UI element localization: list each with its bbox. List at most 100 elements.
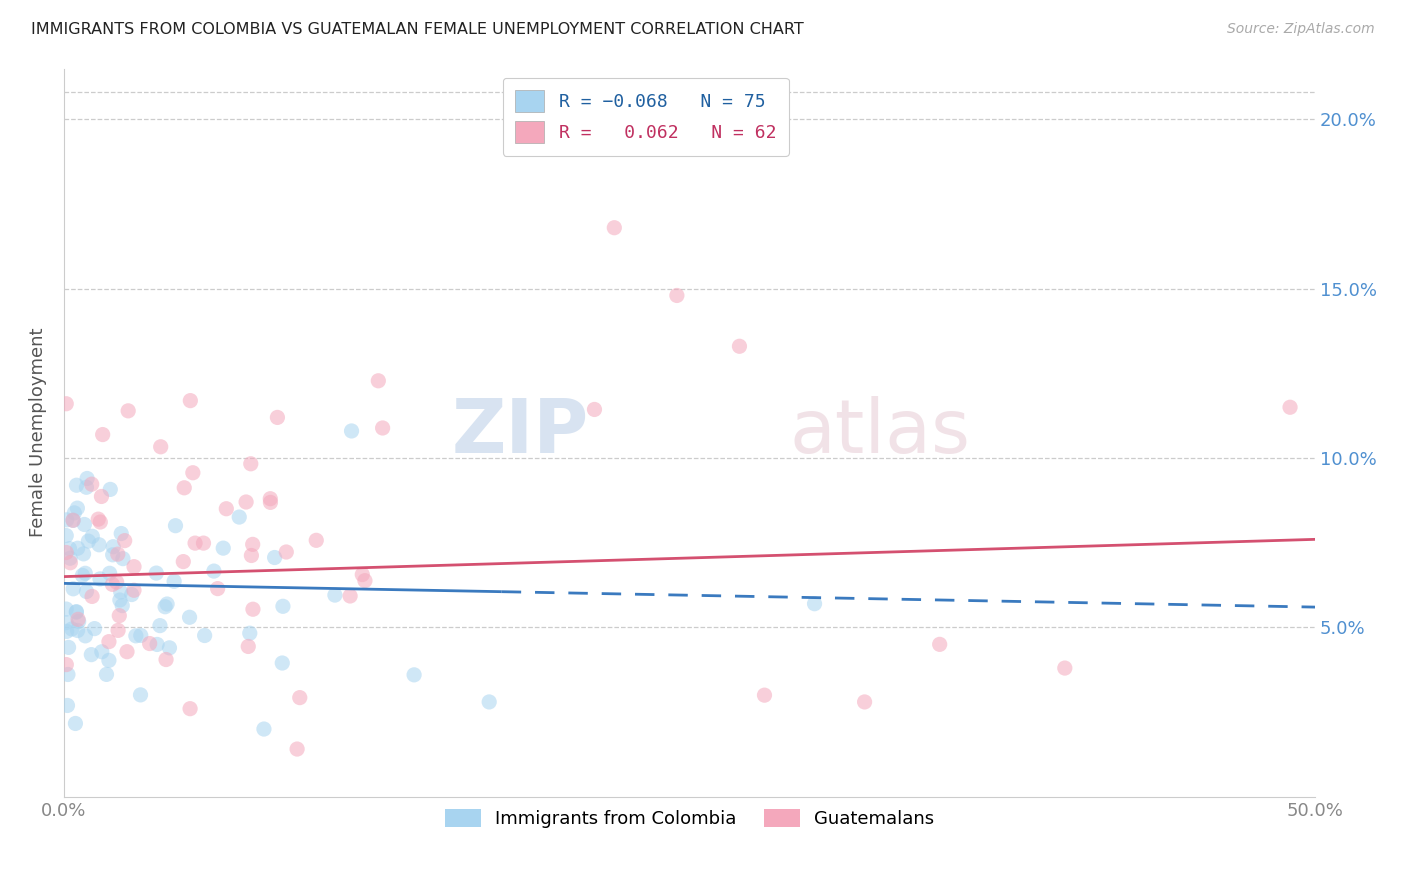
Text: atlas: atlas — [790, 396, 970, 469]
Point — [59, 551, 82, 566]
Point — [101, 548, 124, 562]
Point — [728, 339, 751, 353]
Point — [138, 636, 160, 650]
Point — [67, 612, 90, 626]
Point — [179, 610, 201, 624]
Point — [55, 528, 77, 542]
Point — [98, 483, 121, 497]
Point — [121, 588, 143, 602]
Point — [65, 716, 87, 731]
Point — [165, 518, 187, 533]
Point — [97, 634, 120, 648]
Point — [228, 510, 250, 524]
Point — [122, 559, 145, 574]
Point — [238, 640, 260, 654]
Point — [340, 424, 363, 438]
Point — [75, 480, 97, 494]
Point — [62, 513, 84, 527]
Point — [149, 440, 172, 454]
Point — [263, 550, 285, 565]
Point — [1053, 661, 1076, 675]
Point — [111, 551, 134, 566]
Point — [91, 427, 114, 442]
Point — [184, 536, 207, 550]
Text: IMMIGRANTS FROM COLOMBIA VS GUATEMALAN FEMALE UNEMPLOYMENT CORRELATION CHART: IMMIGRANTS FROM COLOMBIA VS GUATEMALAN F… — [31, 22, 804, 37]
Point — [179, 701, 201, 715]
Point — [56, 667, 79, 681]
Point — [240, 549, 263, 563]
Point — [239, 457, 262, 471]
Point — [478, 695, 501, 709]
Point — [239, 626, 262, 640]
Point — [107, 547, 129, 561]
Point — [207, 582, 229, 596]
Point — [276, 545, 298, 559]
Point — [146, 637, 169, 651]
Point — [97, 653, 120, 667]
Point — [83, 622, 105, 636]
Point — [75, 629, 97, 643]
Point — [90, 645, 112, 659]
Point — [55, 602, 77, 616]
Point — [179, 393, 201, 408]
Point — [259, 495, 281, 509]
Point — [271, 656, 294, 670]
Point — [101, 577, 124, 591]
Point — [105, 575, 128, 590]
Point — [173, 481, 195, 495]
Point — [193, 536, 215, 550]
Point — [1279, 401, 1302, 415]
Point — [55, 513, 77, 527]
Point — [352, 567, 374, 582]
Point — [117, 404, 139, 418]
Point — [55, 545, 77, 559]
Text: ZIP: ZIP — [453, 396, 589, 469]
Point — [55, 615, 77, 630]
Point — [125, 629, 148, 643]
Point — [115, 645, 138, 659]
Point — [90, 490, 112, 504]
Point — [665, 288, 688, 302]
Legend: Immigrants from Colombia, Guatemalans: Immigrants from Colombia, Guatemalans — [437, 801, 942, 835]
Point — [75, 566, 97, 581]
Point — [371, 421, 394, 435]
Point — [80, 590, 103, 604]
Y-axis label: Female Unemployment: Female Unemployment — [30, 328, 46, 537]
Point — [145, 566, 167, 580]
Point — [110, 526, 132, 541]
Point — [75, 584, 97, 599]
Point — [404, 668, 426, 682]
Point — [66, 624, 89, 638]
Point — [108, 593, 131, 607]
Point — [159, 640, 181, 655]
Point — [76, 471, 98, 485]
Point — [72, 547, 94, 561]
Point — [111, 599, 134, 613]
Point — [215, 501, 238, 516]
Point — [114, 533, 136, 548]
Point — [323, 588, 346, 602]
Point — [98, 566, 121, 581]
Point — [242, 537, 264, 551]
Point — [62, 582, 84, 596]
Point — [62, 513, 84, 527]
Point — [65, 478, 87, 492]
Point — [271, 599, 294, 614]
Point — [80, 477, 103, 491]
Point — [235, 495, 257, 509]
Point — [103, 540, 125, 554]
Point — [56, 698, 79, 713]
Point — [803, 597, 825, 611]
Point — [149, 618, 172, 632]
Point — [603, 220, 626, 235]
Point — [89, 515, 111, 529]
Point — [77, 534, 100, 549]
Point — [212, 541, 235, 556]
Point — [583, 402, 606, 417]
Point — [172, 555, 194, 569]
Point — [110, 585, 132, 599]
Point — [305, 533, 328, 548]
Point — [181, 466, 204, 480]
Point — [155, 652, 177, 666]
Point — [122, 583, 145, 598]
